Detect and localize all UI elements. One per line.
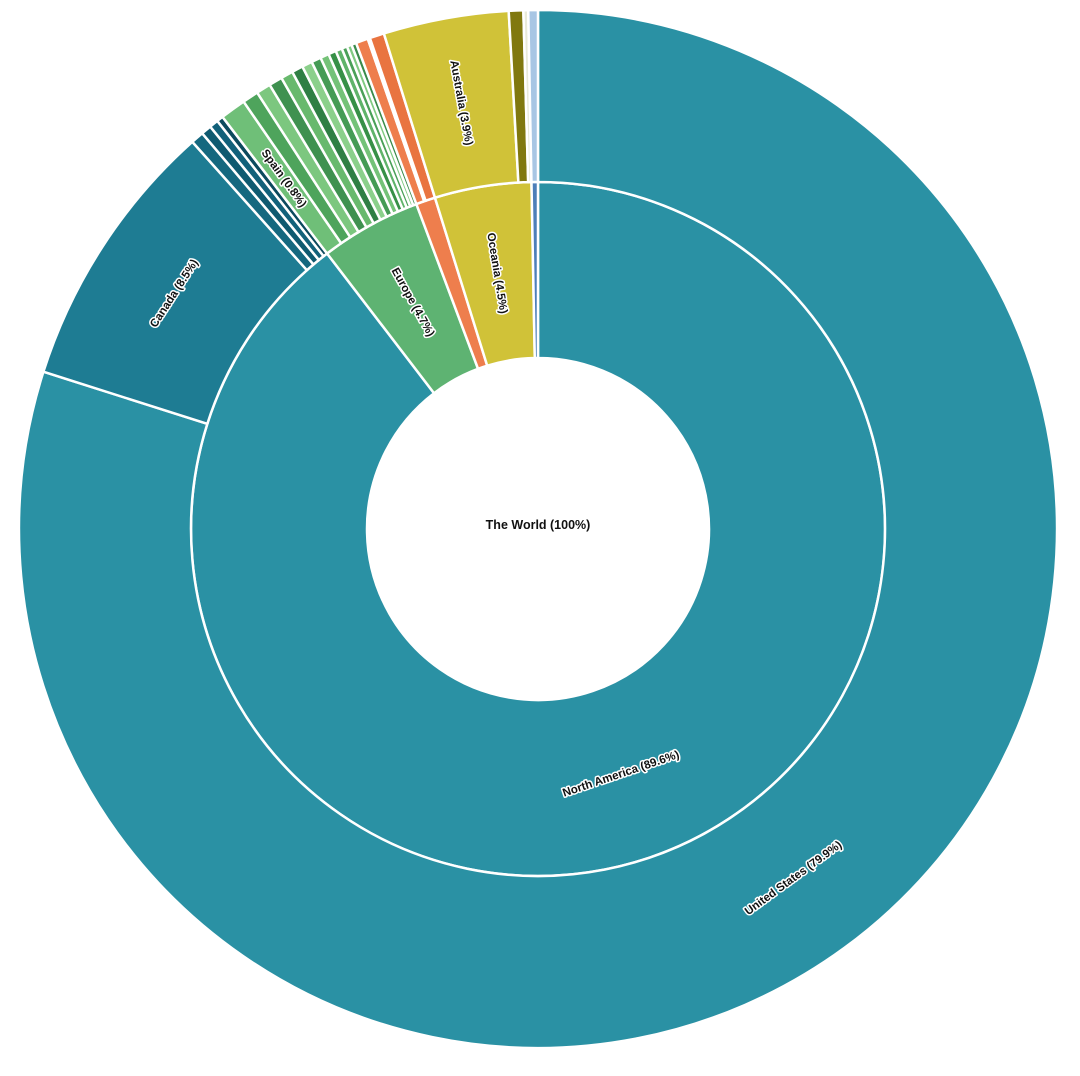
center-label: The World (100%) (486, 518, 591, 532)
segment-united-states-79-9[interactable] (17, 8, 1059, 1050)
segment-countries-26[interactable] (526, 8, 540, 184)
